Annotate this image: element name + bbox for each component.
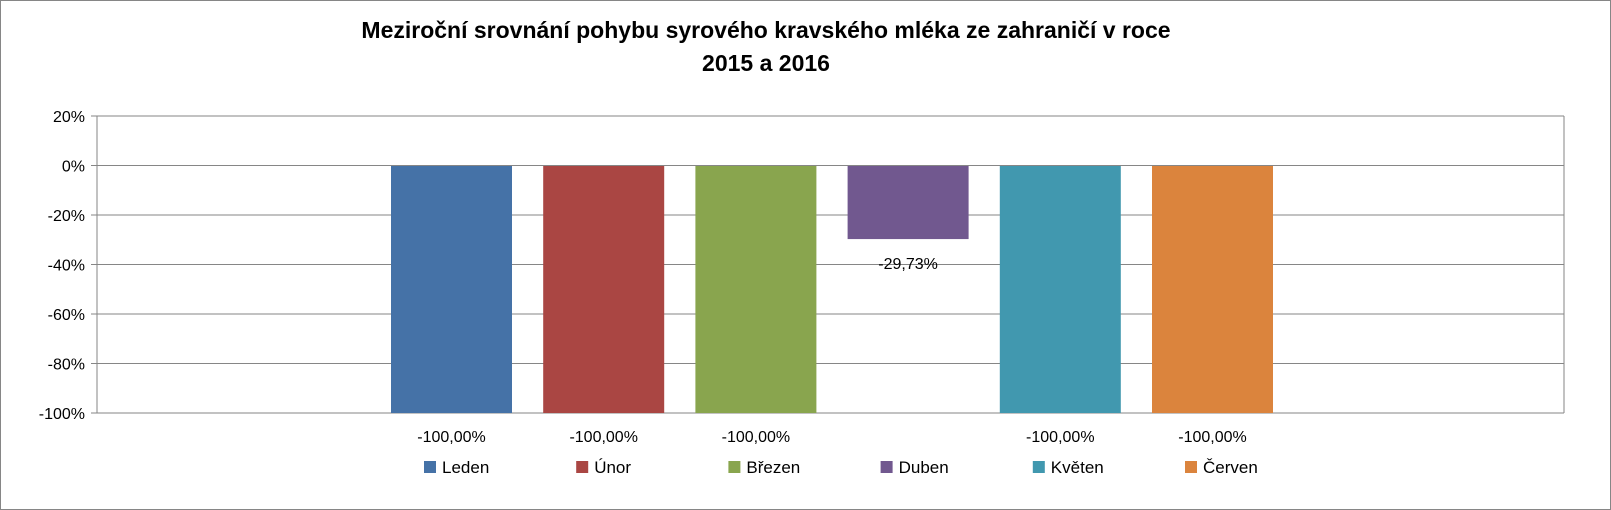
legend-swatch — [576, 461, 589, 473]
y-tick-label: -20% — [48, 208, 85, 225]
legend-swatch — [424, 461, 436, 473]
y-tick-label: -100% — [39, 406, 85, 423]
bar-březen — [695, 165, 817, 413]
legend-swatch — [1032, 461, 1045, 473]
y-tick-label: -60% — [48, 307, 85, 324]
legend-label: Květen — [1051, 458, 1104, 477]
y-tick-label: -80% — [48, 357, 85, 374]
data-label: -100,00% — [417, 429, 486, 446]
chart-title-line-1: Meziroční srovnání pohybu syrového kravs… — [361, 17, 1171, 43]
bar-únor — [543, 165, 665, 413]
legend-label: Únor — [594, 458, 631, 477]
y-tick-label: -40% — [48, 258, 85, 275]
data-label: -100,00% — [722, 429, 791, 446]
legend-label: Leden — [442, 458, 489, 477]
data-label: -100,00% — [1026, 429, 1095, 446]
data-label: -100,00% — [1178, 429, 1247, 446]
bar-leden — [391, 165, 512, 413]
chart-title-line-2: 2015 a 2016 — [702, 50, 830, 76]
legend-label: Červen — [1203, 458, 1258, 477]
legend-swatch — [728, 461, 741, 473]
legend-label: Duben — [899, 458, 949, 477]
chart-title: Meziroční srovnání pohybu syrového kravs… — [1, 14, 1531, 80]
bar-červen — [1152, 165, 1273, 413]
legend-swatch — [880, 461, 893, 473]
data-label: -100,00% — [569, 429, 638, 446]
legend-swatch — [1185, 461, 1197, 473]
bar-duben — [847, 165, 969, 240]
legend-label: Březen — [746, 458, 800, 477]
data-label: -29,73% — [878, 256, 938, 273]
y-tick-label: 0% — [62, 159, 85, 176]
y-tick-label: 20% — [53, 109, 85, 126]
bar-květen — [999, 165, 1121, 413]
